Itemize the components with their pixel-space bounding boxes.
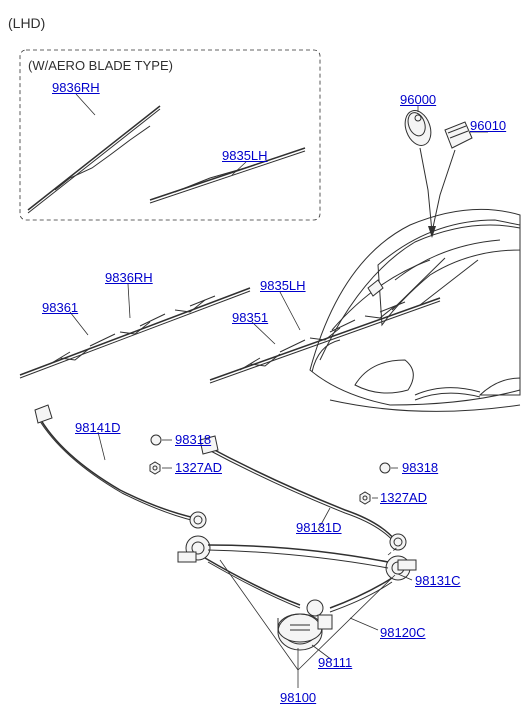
callout-98120c[interactable]: 98120C [380,625,426,640]
callout-1327ad-l[interactable]: 1327AD [175,460,222,475]
callout-9835lh[interactable]: 9835LH [260,278,306,293]
callout-9836rh[interactable]: 9836RH [105,270,153,285]
cap-lh [151,435,161,445]
callout-98100[interactable]: 98100 [280,690,316,705]
callout-98351[interactable]: 98351 [232,310,268,325]
callout-1327ad-r[interactable]: 1327AD [380,490,427,505]
callout-98318-l[interactable]: 98318 [175,432,211,447]
callout-98318-r[interactable]: 98318 [402,460,438,475]
inset-box [20,50,320,220]
callout-98111[interactable]: 98111 [318,655,352,670]
callout-9835lh-top[interactable]: 9835LH [222,148,268,163]
nut-rh [360,492,370,504]
nut-lh [150,462,160,474]
callout-96000[interactable]: 96000 [400,92,436,107]
callout-98131c[interactable]: 98131C [415,573,461,588]
callout-98361[interactable]: 98361 [42,300,78,315]
diagram-canvas: .ln { stroke:#303030; stroke-width:1; fi… [0,0,532,727]
callout-98141d[interactable]: 98141D [75,420,121,435]
aero-blade-rh [28,94,160,213]
callout-96010[interactable]: 96010 [470,118,506,133]
blade-rh [20,284,250,378]
callout-9836rh-top[interactable]: 9836RH [52,80,100,95]
rain-sensor [401,106,436,149]
callout-98131d[interactable]: 98131D [296,520,342,535]
blade-lh [210,292,440,383]
cap-rh [380,463,390,473]
